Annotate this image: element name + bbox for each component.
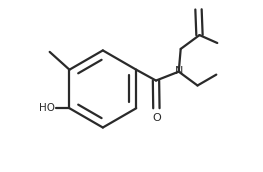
Text: HO: HO [39,103,55,113]
Text: O: O [152,113,161,123]
Text: N: N [175,66,183,76]
